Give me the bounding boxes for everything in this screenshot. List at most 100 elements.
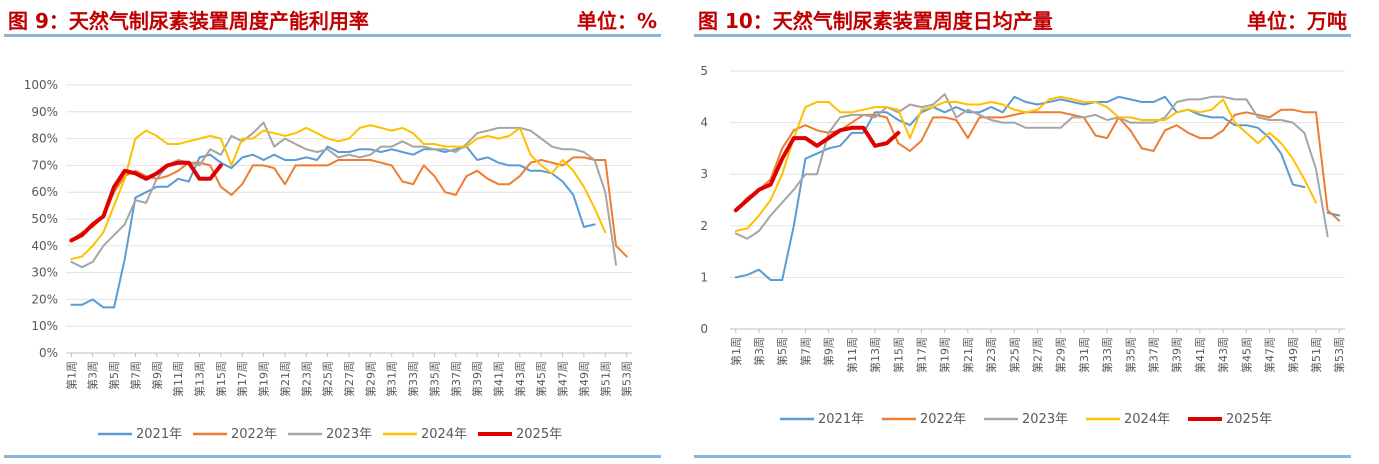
x-axis: 第1周 第3周 第5周 第7周 第9周 第11周 第13周 第15周 第17周 第19周 第21周第… — [64, 353, 634, 397]
series-line-3 — [734, 93, 1329, 240]
series-line-1 — [734, 95, 1341, 281]
x-tick-label: 第43周 — [513, 361, 527, 397]
series-line-4 — [70, 124, 607, 261]
legend-label: 2023年 — [1022, 412, 1068, 427]
x-tick-label: 第39周 — [1170, 337, 1184, 373]
x-tick-label: 第1周 — [64, 361, 78, 390]
x-tick-label: 第37周 — [1147, 337, 1161, 373]
legend-label: 2022年 — [231, 427, 277, 442]
x-tick-label: 第17周 — [235, 361, 249, 397]
y-tick-label: 0% — [39, 346, 58, 360]
x-tick-label: 第31周 — [385, 361, 399, 397]
y-axis: 0 1 2 3 4 5 — [700, 64, 1345, 336]
y-tick-label: 20% — [31, 292, 58, 306]
y-tick-label: 40% — [31, 239, 58, 253]
x-tick-label: 第7周 — [128, 361, 142, 390]
x-tick-label: 第43周 — [1216, 337, 1230, 373]
x-tick-label: 第37周 — [449, 361, 463, 397]
x-tick-label: 第13周 — [868, 337, 882, 373]
x-tick-label: 第51周 — [1309, 337, 1323, 373]
x-tick-label: 第41周 — [1193, 337, 1207, 373]
chart-title: 图 10：天然气制尿素装置周度日均产量 — [698, 9, 1053, 33]
x-tick-label: 第27周 — [342, 361, 356, 397]
x-tick-label: 第53周 — [1332, 337, 1346, 373]
y-tick-label: 100% — [24, 78, 58, 92]
chart-title: 图 9：天然气制尿素装置周度产能利用率 — [8, 9, 369, 33]
series-line-4 — [734, 95, 1317, 232]
x-axis: 第1周 第3周 第5周 第7周 第9周 第11周 第13周 第15周 第17周 第19周 第21周第… — [729, 329, 1346, 373]
x-tick-label: 第17周 — [914, 337, 928, 373]
x-tick-label: 第15周 — [214, 361, 228, 397]
chart-unit: 单位：万吨 — [1247, 9, 1347, 33]
legend-label: 2022年 — [920, 412, 966, 427]
chart-panel-daily-output: 图 10：天然气制尿素装置周度日均产量 单位：万吨 0 1 2 3 4 5 第1周 第3周 第5… — [690, 0, 1355, 464]
series-lines — [69, 121, 628, 309]
series-lines — [733, 93, 1341, 281]
x-tick-label: 第11周 — [845, 337, 859, 373]
chart-unit: 单位：% — [576, 9, 657, 33]
x-tick-label: 第47周 — [556, 361, 570, 397]
legend-label: 2025年 — [516, 427, 562, 442]
x-tick-label: 第5周 — [775, 337, 789, 366]
series-line-5 — [69, 160, 223, 243]
legend-label: 2023年 — [326, 427, 372, 442]
x-tick-label: 第11周 — [171, 361, 185, 397]
x-tick-label: 第45周 — [1239, 337, 1253, 373]
x-tick-label: 第3周 — [86, 361, 100, 390]
x-tick-label: 第25周 — [321, 361, 335, 397]
x-tick-label: 第39周 — [470, 361, 484, 397]
series-line-3 — [70, 121, 617, 269]
x-tick-label: 第15周 — [891, 337, 905, 373]
legend: 2021年 2022年 2023年 2024年 2025年 — [98, 427, 562, 442]
y-tick-label: 70% — [31, 158, 58, 172]
x-tick-label: 第25周 — [1007, 337, 1021, 373]
x-tick-label: 第21周 — [961, 337, 975, 373]
series-line-5 — [733, 125, 901, 213]
y-tick-label: 5 — [700, 64, 708, 78]
x-tick-label: 第35周 — [1123, 337, 1137, 373]
x-tick-label: 第19周 — [257, 361, 271, 397]
x-tick-label: 第13周 — [192, 361, 206, 397]
x-tick-label: 第41周 — [492, 361, 506, 397]
x-tick-label: 第29周 — [363, 361, 377, 397]
chart-footer-rule — [4, 455, 661, 458]
y-axis: 0% 10% 20% 30% 40% 50% 60% 70% 80% 90% 100% — [24, 78, 632, 360]
y-tick-label: 80% — [31, 132, 58, 146]
chart-footer-rule — [694, 455, 1351, 458]
legend: 2021年 2022年 2023年 2024年 2025年 — [780, 412, 1272, 427]
x-tick-label: 第9周 — [822, 337, 836, 366]
x-tick-label: 第23周 — [299, 361, 313, 397]
x-tick-label: 第31周 — [1077, 337, 1091, 373]
x-tick-label: 第35周 — [427, 361, 441, 397]
x-tick-label: 第45周 — [534, 361, 548, 397]
legend-label: 2025年 — [1226, 412, 1272, 427]
x-tick-label: 第49周 — [1286, 337, 1300, 373]
chart-header: 图 9：天然气制尿素装置周度产能利用率 单位：% — [4, 2, 661, 37]
y-tick-label: 1 — [700, 270, 708, 284]
x-tick-label: 第7周 — [798, 337, 812, 366]
legend-label: 2024年 — [1124, 412, 1170, 427]
y-tick-label: 90% — [31, 105, 58, 119]
x-tick-label: 第53周 — [620, 361, 634, 397]
x-tick-label: 第49周 — [577, 361, 591, 397]
x-tick-label: 第5周 — [107, 361, 121, 390]
chart-panel-utilization: 图 9：天然气制尿素装置周度产能利用率 单位：% 0% 10% 20% 30% 40% 5… — [0, 0, 665, 464]
x-tick-label: 第3周 — [752, 337, 766, 366]
y-tick-label: 2 — [700, 219, 708, 233]
y-tick-label: 3 — [700, 167, 708, 181]
series-line-2 — [70, 156, 628, 258]
x-tick-label: 第47周 — [1263, 337, 1277, 373]
series-line-1 — [70, 145, 596, 309]
y-tick-label: 60% — [31, 185, 58, 199]
x-tick-label: 第27周 — [1031, 337, 1045, 373]
x-tick-label: 第19周 — [938, 337, 952, 373]
chart-header: 图 10：天然气制尿素装置周度日均产量 单位：万吨 — [694, 2, 1351, 37]
x-tick-label: 第29周 — [1054, 337, 1068, 373]
y-tick-label: 30% — [31, 266, 58, 280]
legend-label: 2021年 — [818, 412, 864, 427]
x-tick-label: 第33周 — [1100, 337, 1114, 373]
line-chart-utilization: 0%10%20%30%40%50%60%70%80%90%100%第1周 第3周第… — [24, 78, 634, 442]
line-chart-daily-output: 0 1 2 3 4 5 第1周 第3周 第5周 第7周 第9周 第11周 第13周 第15周 第17周 第19… — [700, 64, 1346, 427]
x-tick-label: 第51周 — [598, 361, 612, 397]
x-tick-label: 第21周 — [278, 361, 292, 397]
